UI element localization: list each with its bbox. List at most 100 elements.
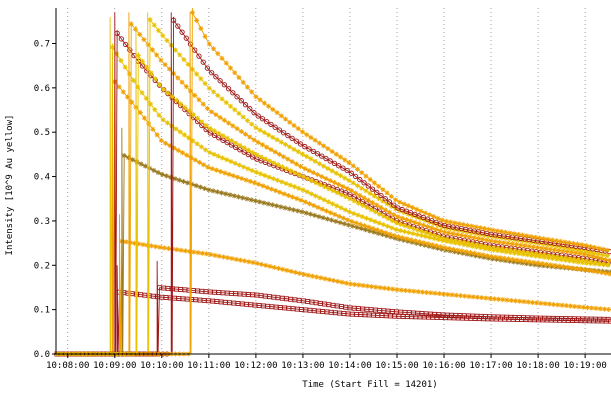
data-point <box>291 207 296 212</box>
data-point <box>316 214 321 219</box>
data-point <box>442 245 447 250</box>
data-point <box>191 112 196 117</box>
data-point <box>351 181 356 186</box>
data-point <box>207 42 212 47</box>
data-point <box>605 248 610 253</box>
data-point <box>550 238 555 243</box>
data-point <box>376 196 381 201</box>
data-point <box>579 242 584 247</box>
data-point <box>203 81 208 86</box>
data-point <box>529 234 534 239</box>
data-point <box>274 203 279 208</box>
data-point <box>470 242 475 247</box>
data-point <box>546 253 551 258</box>
data-point <box>380 187 385 192</box>
data-point <box>228 65 233 70</box>
data-point <box>441 236 446 241</box>
data-point <box>363 174 368 179</box>
data-point <box>576 257 581 262</box>
data-point <box>507 230 512 235</box>
data-point <box>263 263 268 268</box>
data-point <box>206 187 211 192</box>
data-point <box>531 260 536 265</box>
data-point <box>266 201 271 206</box>
data-point <box>229 256 234 261</box>
data-point <box>152 23 157 28</box>
data-point <box>277 152 282 157</box>
data-point <box>363 227 368 232</box>
data-point <box>536 261 541 266</box>
data-point <box>224 100 229 105</box>
data-point <box>565 265 570 270</box>
data-point <box>175 75 180 80</box>
data-point <box>318 275 323 280</box>
data-point <box>176 148 181 153</box>
data-point <box>191 250 196 255</box>
data-point <box>347 160 352 165</box>
y-tick-label: 0.7 <box>34 39 50 49</box>
data-point <box>287 206 292 211</box>
data-point <box>204 123 209 128</box>
data-point <box>273 149 278 154</box>
data-point <box>376 184 381 189</box>
data-point <box>308 135 313 140</box>
data-point <box>312 213 317 218</box>
data-point <box>544 262 549 267</box>
data-point <box>193 157 198 162</box>
data-point <box>398 228 403 233</box>
data-point <box>562 240 567 245</box>
data-point <box>194 72 199 77</box>
data-point <box>410 231 415 236</box>
data-point <box>222 118 227 123</box>
data-point <box>490 228 495 233</box>
data-point <box>200 251 205 256</box>
data-point <box>204 251 209 256</box>
data-point <box>155 132 160 137</box>
data-point <box>150 47 155 52</box>
data-point <box>232 107 237 112</box>
data-point <box>201 102 206 107</box>
data-point <box>379 205 384 210</box>
data-point <box>270 107 275 112</box>
data-point <box>553 263 558 268</box>
data-point <box>355 167 360 172</box>
data-point <box>208 126 213 131</box>
data-point <box>304 210 309 215</box>
data-point <box>220 133 225 138</box>
data-point <box>161 87 166 92</box>
data-point <box>270 135 275 140</box>
data-point <box>182 132 187 137</box>
data-point <box>174 98 179 103</box>
data-point <box>229 138 234 143</box>
x-tick-label: 10:16:00 <box>422 361 465 371</box>
data-point <box>356 283 361 288</box>
data-point <box>580 258 585 263</box>
data-point <box>330 168 335 173</box>
data-point <box>218 115 223 120</box>
x-tick-label: 10:19:00 <box>563 361 606 371</box>
data-point <box>540 261 545 266</box>
data-point <box>362 195 367 200</box>
data-point <box>252 137 257 142</box>
data-point <box>508 248 513 253</box>
data-point <box>304 154 309 159</box>
data-point <box>365 284 370 289</box>
data-point <box>502 256 507 261</box>
data-point <box>268 147 273 152</box>
data-point <box>228 104 233 109</box>
data-point <box>250 150 255 155</box>
data-point <box>253 94 258 99</box>
data-point <box>209 109 214 114</box>
data-point <box>563 256 568 261</box>
data-series <box>55 265 611 356</box>
data-point <box>266 132 271 137</box>
data-point <box>131 78 136 83</box>
data-point <box>211 46 216 51</box>
data-point <box>215 51 220 56</box>
data-point <box>561 264 566 269</box>
data-point <box>334 171 339 176</box>
data-point <box>260 142 265 147</box>
data-point <box>253 198 258 203</box>
data-point <box>317 161 322 166</box>
data-point <box>241 80 246 85</box>
